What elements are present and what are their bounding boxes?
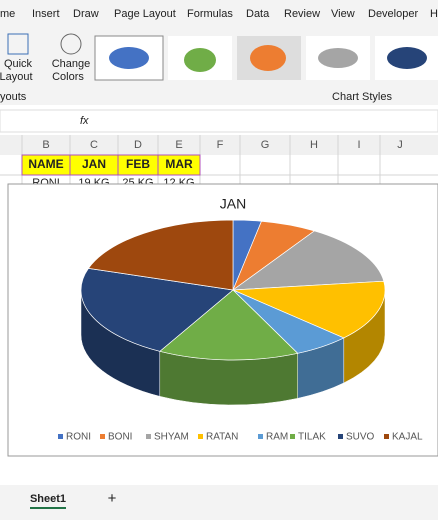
pie-slice: [232, 280, 386, 339]
column-header: E: [175, 139, 182, 151]
thumb-pie: [387, 47, 427, 69]
button-label[interactable]: Colors: [52, 71, 84, 83]
column-header: I: [357, 139, 360, 151]
legend-label: SHYAM: [154, 432, 189, 443]
group-label: Chart Styles: [332, 91, 392, 103]
pie-slice: [80, 267, 234, 352]
header-text: NAME: [28, 157, 63, 171]
legend-swatch: [198, 434, 203, 439]
group-label: youts: [0, 91, 27, 103]
legend-label: RAM: [266, 432, 288, 443]
formula-bar[interactable]: [0, 109, 438, 133]
tab[interactable]: Developer: [368, 8, 418, 20]
legend-swatch: [258, 434, 263, 439]
column-header-row: [0, 135, 438, 155]
legend-swatch: [290, 434, 295, 439]
quick-layout-icon: [7, 33, 29, 55]
thumb-pie: [318, 48, 358, 68]
legend-label: KAJAL: [392, 432, 423, 443]
legend-swatch: [58, 434, 63, 439]
palette-icon: [60, 33, 82, 55]
pie-slice: [87, 219, 234, 291]
header-text: FEB: [126, 157, 150, 171]
tab[interactable]: Formulas: [187, 8, 233, 20]
thumb-pie: [109, 47, 149, 69]
column-header: H: [310, 139, 318, 151]
sheet-tab-bar: [0, 485, 438, 520]
tab[interactable]: View: [331, 8, 355, 20]
thumb-pie: [184, 48, 216, 72]
chart-title: JAN: [220, 196, 246, 212]
pie-slice: [159, 289, 299, 361]
tab[interactable]: Insert: [32, 8, 60, 20]
header-cell: [157, 154, 201, 176]
column-header: B: [42, 139, 49, 151]
tab[interactable]: me: [0, 8, 15, 20]
tab[interactable]: Page Layout: [114, 8, 176, 20]
legend-label: BONI: [108, 432, 132, 443]
legend-swatch: [100, 434, 105, 439]
pie-slice: [231, 230, 385, 291]
sheet-tab[interactable]: Sheet1: [30, 493, 66, 505]
column-header: C: [90, 139, 98, 151]
header-text: JAN: [82, 157, 106, 171]
legend-label: RONI: [66, 432, 91, 443]
legend-swatch: [384, 434, 389, 439]
column-header: J: [397, 139, 403, 151]
chart-style-gallery: [94, 35, 438, 81]
tab[interactable]: Data: [246, 8, 270, 20]
button-label[interactable]: Change: [52, 58, 91, 70]
tab[interactable]: Draw: [73, 8, 99, 20]
column-header: F: [217, 139, 224, 151]
add-sheet[interactable]: +: [108, 490, 117, 507]
column-header: G: [261, 139, 270, 151]
legend-swatch: [338, 434, 343, 439]
legend-label: RATAN: [206, 432, 238, 443]
header-text: MAR: [165, 157, 193, 171]
tab[interactable]: Review: [284, 8, 320, 20]
column-header: D: [134, 139, 142, 151]
button-label[interactable]: Layout: [0, 71, 33, 83]
legend-swatch: [146, 434, 151, 439]
fx-label: fx: [80, 115, 89, 127]
legend-label: TILAK: [298, 432, 326, 443]
button-label[interactable]: Quick: [4, 58, 33, 70]
legend-label: SUVO: [346, 432, 375, 443]
thumb-pie: [250, 45, 286, 71]
tab[interactable]: H: [430, 8, 438, 20]
